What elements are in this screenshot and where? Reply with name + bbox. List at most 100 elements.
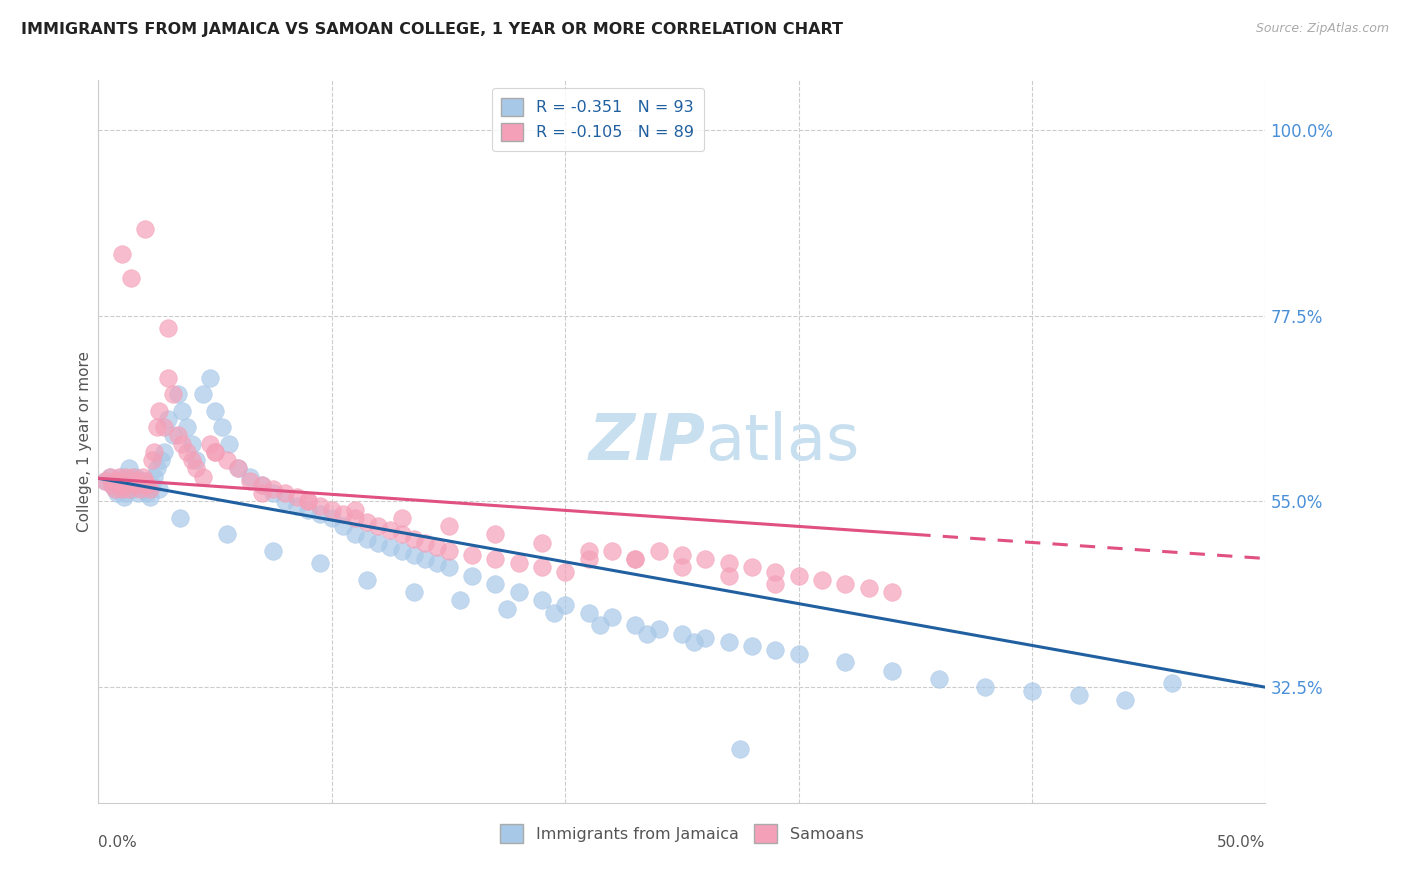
Point	[624, 618, 647, 632]
Point	[344, 511, 367, 525]
Point	[193, 387, 215, 401]
Point	[344, 502, 367, 516]
Point	[105, 474, 128, 488]
Point	[98, 469, 121, 483]
Point	[787, 568, 810, 582]
Point	[157, 321, 180, 335]
Y-axis label: College, 1 year or more: College, 1 year or more	[77, 351, 91, 532]
Point	[332, 507, 354, 521]
Point	[578, 544, 600, 558]
Point	[647, 623, 669, 637]
Point	[508, 557, 530, 571]
Point	[1161, 676, 1184, 690]
Point	[671, 560, 693, 574]
Point	[148, 403, 170, 417]
Point	[111, 246, 134, 260]
Point	[671, 626, 693, 640]
Point	[391, 527, 413, 541]
Point	[101, 478, 124, 492]
Point	[148, 482, 170, 496]
Point	[461, 568, 484, 582]
Point	[115, 469, 138, 483]
Point	[157, 412, 180, 426]
Point	[578, 606, 600, 620]
Point	[367, 535, 389, 549]
Point	[262, 544, 284, 558]
Point	[508, 585, 530, 599]
Point	[834, 577, 856, 591]
Point	[380, 524, 402, 538]
Point	[250, 486, 273, 500]
Point	[146, 461, 169, 475]
Point	[274, 494, 297, 508]
Point	[108, 474, 131, 488]
Point	[111, 478, 134, 492]
Point	[530, 560, 553, 574]
Point	[104, 482, 127, 496]
Point	[250, 478, 273, 492]
Point	[763, 565, 786, 579]
Point	[143, 445, 166, 459]
Text: ZIP: ZIP	[588, 410, 706, 473]
Point	[356, 515, 378, 529]
Point	[228, 461, 250, 475]
Point	[169, 511, 191, 525]
Point	[763, 643, 786, 657]
Point	[624, 552, 647, 566]
Point	[125, 469, 148, 483]
Text: 0.0%: 0.0%	[98, 835, 138, 850]
Point	[108, 469, 131, 483]
Legend: Immigrants from Jamaica, Samoans: Immigrants from Jamaica, Samoans	[494, 818, 870, 849]
Point	[309, 499, 332, 513]
Point	[139, 482, 162, 496]
Point	[928, 672, 950, 686]
Point	[152, 445, 174, 459]
Point	[647, 544, 669, 558]
Point	[741, 560, 763, 574]
Point	[321, 511, 343, 525]
Point	[162, 428, 184, 442]
Point	[176, 420, 198, 434]
Point	[356, 573, 378, 587]
Point	[671, 548, 693, 562]
Point	[139, 490, 162, 504]
Point	[344, 527, 367, 541]
Point	[204, 403, 226, 417]
Text: Source: ZipAtlas.com: Source: ZipAtlas.com	[1256, 22, 1389, 36]
Point	[530, 535, 553, 549]
Point	[297, 494, 319, 508]
Point	[200, 370, 222, 384]
Point	[111, 482, 134, 496]
Point	[98, 469, 121, 483]
Point	[624, 552, 647, 566]
Point	[391, 544, 413, 558]
Point	[600, 544, 623, 558]
Point	[180, 453, 202, 467]
Point	[112, 478, 135, 492]
Point	[391, 511, 413, 525]
Point	[157, 370, 180, 384]
Point	[228, 461, 250, 475]
Point	[695, 552, 717, 566]
Point	[484, 527, 506, 541]
Point	[578, 552, 600, 566]
Point	[285, 499, 308, 513]
Point	[636, 626, 658, 640]
Point	[402, 585, 425, 599]
Point	[115, 486, 138, 500]
Point	[332, 519, 354, 533]
Point	[437, 519, 460, 533]
Point	[763, 577, 786, 591]
Point	[204, 445, 226, 459]
Point	[180, 436, 202, 450]
Point	[129, 482, 152, 496]
Point	[682, 634, 704, 648]
Point	[146, 420, 169, 434]
Point	[162, 387, 184, 401]
Point	[730, 742, 752, 756]
Point	[186, 453, 208, 467]
Point	[215, 527, 238, 541]
Point	[380, 540, 402, 554]
Point	[141, 478, 163, 492]
Point	[132, 469, 155, 483]
